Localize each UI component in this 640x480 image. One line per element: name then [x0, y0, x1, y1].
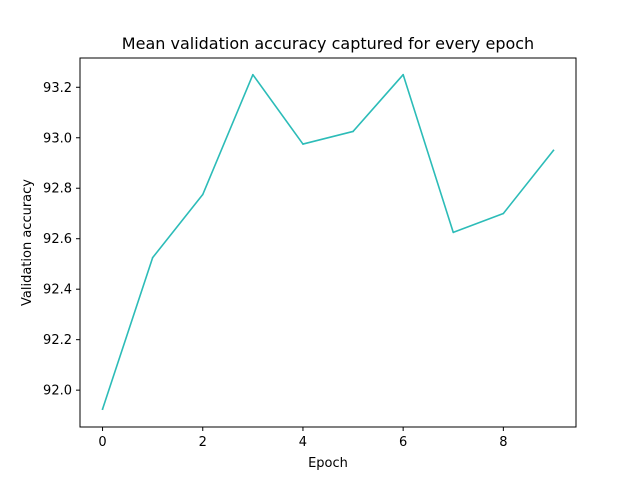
data-point — [151, 256, 154, 259]
y-tick-label: 92.8 — [43, 182, 72, 197]
plot-area-frame — [79, 57, 577, 428]
y-tick-label: 92.6 — [43, 232, 72, 247]
series-layer — [101, 73, 555, 411]
data-point — [302, 143, 304, 145]
data-point — [352, 130, 354, 133]
y-axis-label: Validation accuracy — [20, 179, 35, 306]
chart-title: Mean validation accuracy captured for ev… — [122, 34, 534, 53]
y-tick-label: 92.0 — [43, 384, 72, 399]
x-tick-label: 8 — [499, 435, 507, 450]
y-tick-label: 92.2 — [43, 333, 72, 348]
data-point — [502, 212, 505, 215]
x-tick-label: 4 — [299, 435, 307, 450]
series-line — [101, 73, 555, 411]
x-tick-label: 2 — [199, 435, 207, 450]
y-tick-label: 93.2 — [43, 81, 72, 96]
data-point — [552, 149, 555, 152]
data-point — [201, 193, 204, 196]
data-point — [101, 408, 104, 410]
data-point — [402, 73, 404, 76]
x-tick-label: 6 — [399, 435, 407, 450]
ticks-layer: 0 2 4 6 8 92.0 92.2 92.4 92.6 92.8 93.0 93.2 — [43, 81, 507, 450]
x-axis-label: Epoch — [308, 456, 348, 471]
data-point — [452, 231, 455, 234]
data-point — [252, 73, 254, 76]
y-tick-label: 92.4 — [43, 283, 72, 298]
x-tick-label: 0 — [98, 435, 106, 450]
y-tick-label: 93.0 — [43, 131, 72, 146]
